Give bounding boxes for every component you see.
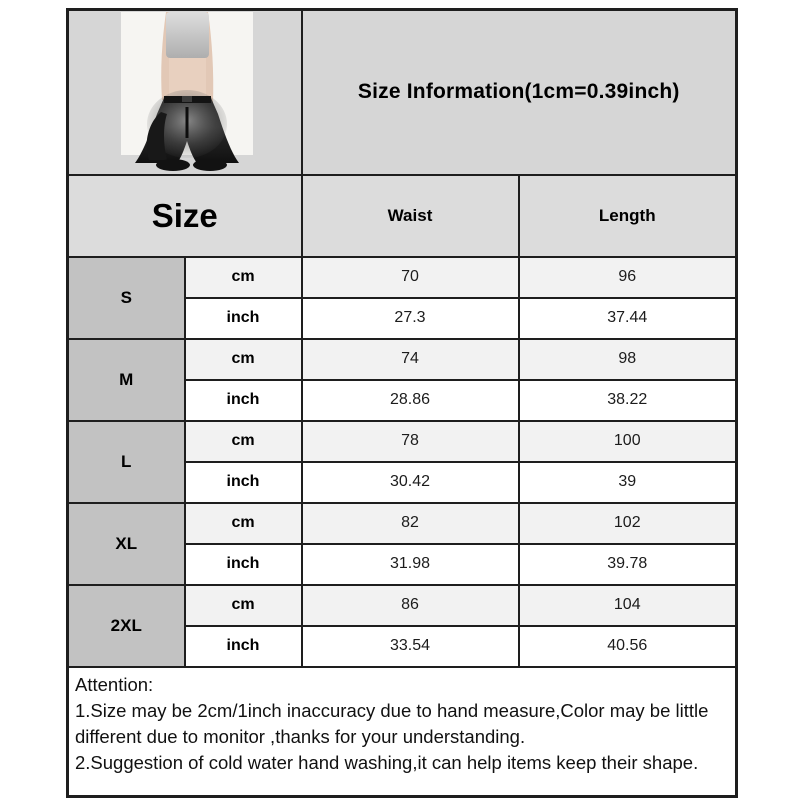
waist-value: 33.54 — [300, 624, 520, 668]
unit-label: inch — [183, 460, 303, 504]
length-value: 40.56 — [517, 624, 738, 668]
size-information-title: Size Information(1cm=0.39inch) — [300, 8, 738, 176]
length-value: 39 — [517, 460, 738, 504]
unit-label: cm — [183, 583, 303, 627]
length-value: 39.78 — [517, 542, 738, 586]
model-figure — [135, 11, 239, 171]
waist-value: 31.98 — [300, 542, 520, 586]
size-chart-table: Size Information(1cm=0.39inch) Size Wais… — [66, 8, 739, 798]
waist-value: 86 — [300, 583, 520, 627]
waist-value: 82 — [300, 501, 520, 545]
waist-value: 74 — [300, 337, 520, 381]
size-label-m: M — [66, 337, 186, 422]
shoe-left — [156, 158, 190, 171]
product-photo — [69, 11, 300, 173]
unit-label: cm — [183, 337, 303, 381]
unit-label: cm — [183, 419, 303, 463]
product-photo-cell — [66, 8, 303, 176]
size-label-l: L — [66, 419, 186, 504]
size-label-2xl: 2XL — [66, 583, 186, 668]
size-column-header: Size — [66, 173, 303, 258]
attention-line: 1.Size may be 2cm/1inch inaccuracy due t… — [75, 699, 709, 747]
length-value: 37.44 — [517, 296, 738, 340]
unit-label: inch — [183, 378, 303, 422]
attention-line: 2.Suggestion of cold water hand washing,… — [75, 751, 699, 773]
bag-graphic — [146, 111, 167, 160]
waist-value: 78 — [300, 419, 520, 463]
length-value: 38.22 — [517, 378, 738, 422]
unit-label: inch — [183, 296, 303, 340]
attention-note: Attention: 1.Size may be 2cm/1inch inacc… — [66, 665, 738, 798]
unit-label: inch — [183, 542, 303, 586]
waist-value: 28.86 — [300, 378, 520, 422]
waist-value: 27.3 — [300, 296, 520, 340]
size-label-xl: XL — [66, 501, 186, 586]
shoe-right — [193, 158, 227, 171]
length-value: 104 — [517, 583, 738, 627]
length-value: 100 — [517, 419, 738, 463]
waist-value: 70 — [300, 255, 520, 299]
attention-heading: Attention: — [75, 673, 154, 695]
crop-top — [166, 11, 209, 58]
size-label-s: S — [66, 255, 186, 340]
waist-column-header: Waist — [300, 173, 520, 258]
unit-label: inch — [183, 624, 303, 668]
unit-label: cm — [183, 501, 303, 545]
length-value: 98 — [517, 337, 738, 381]
length-column-header: Length — [517, 173, 738, 258]
length-value: 102 — [517, 501, 738, 545]
waist-value: 30.42 — [300, 460, 520, 504]
unit-label: cm — [183, 255, 303, 299]
length-value: 96 — [517, 255, 738, 299]
